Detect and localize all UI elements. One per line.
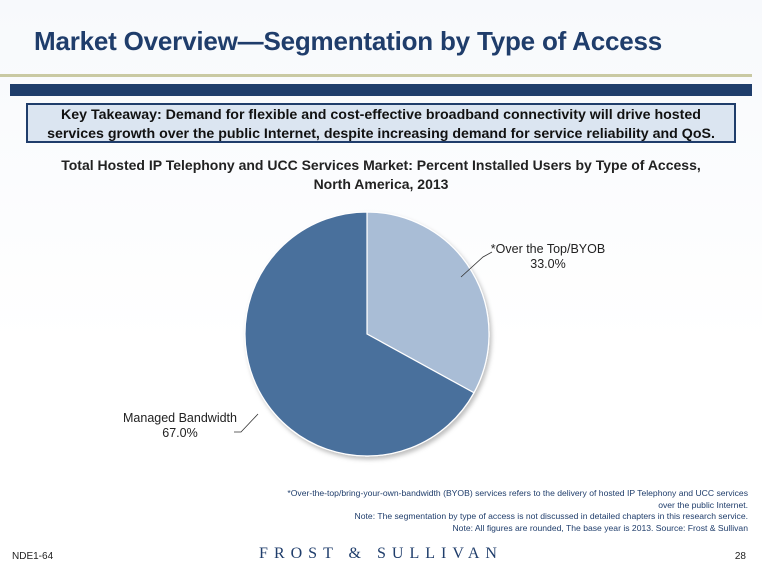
- pie-label-value: 67.0%: [162, 426, 197, 440]
- footnote-1: *Over-the-top/bring-your-own-bandwidth (…: [287, 488, 748, 498]
- pie-label-name: Managed Bandwidth: [123, 411, 237, 425]
- chart-title-line-1: Total Hosted IP Telephony and UCC Servic…: [61, 157, 701, 173]
- footnote-2: over the public Internet.: [658, 499, 748, 510]
- key-takeaway-box: Key Takeaway: Demand for flexible and co…: [26, 103, 736, 143]
- slide-code: NDE1-64: [12, 551, 54, 562]
- title-rule-thick: [10, 84, 752, 96]
- page-title: Market Overview—Segmentation by Type of …: [34, 26, 663, 56]
- chart-title-line-2: North America, 2013: [313, 176, 449, 192]
- page-number: 28: [734, 551, 746, 562]
- takeaway-line-1: Key Takeaway: Demand for flexible and co…: [61, 107, 701, 123]
- takeaway-line-2: services growth over the public Internet…: [47, 126, 715, 142]
- brand-logo: FROST & SULLIVAN: [259, 545, 503, 562]
- title-rule-thin: [0, 74, 752, 77]
- footnotes: *Over-the-top/bring-your-own-bandwidth (…: [188, 488, 748, 534]
- pie-slice-over-the-top-byob: [366, 211, 490, 394]
- footnote-3: Note: The segmentation by type of access…: [354, 511, 748, 521]
- pie-label-value: 33.0%: [530, 257, 565, 271]
- pie-label-name: *Over the Top/BYOB: [491, 242, 605, 256]
- pie-leader-line: [460, 251, 493, 278]
- chart-title: Total Hosted IP Telephony and UCC Servic…: [20, 156, 742, 194]
- pie-leader-line: [234, 413, 259, 433]
- footnote-4: Note: All figures are rounded, The base …: [452, 522, 748, 533]
- pie-slice-managed-bandwidth: [244, 211, 475, 457]
